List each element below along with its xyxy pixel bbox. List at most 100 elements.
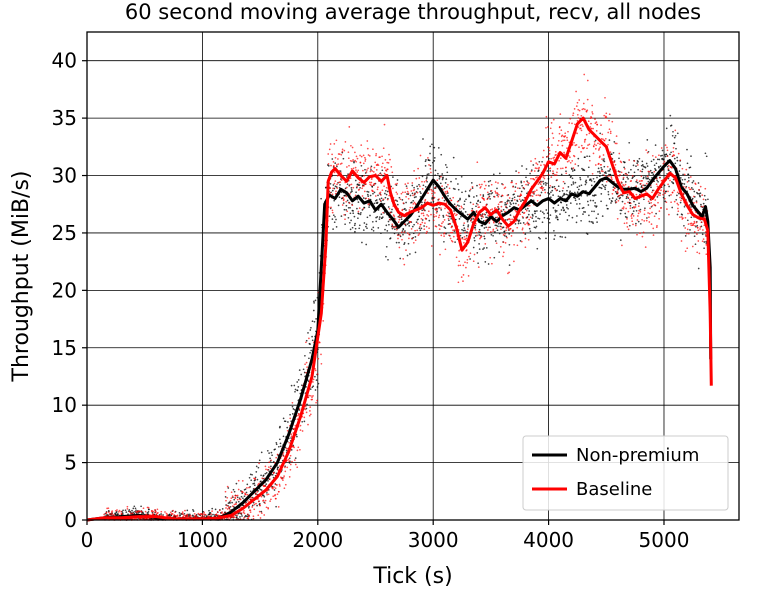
scatter-point xyxy=(594,202,597,204)
scatter-point xyxy=(351,160,353,163)
scatter-point xyxy=(361,187,363,190)
scatter-point xyxy=(494,240,497,242)
scatter-point xyxy=(492,234,494,237)
scatter-point xyxy=(251,473,253,476)
scatter-point xyxy=(637,215,639,217)
scatter-point xyxy=(438,228,441,230)
scatter-point xyxy=(471,185,474,188)
scatter-point xyxy=(624,181,627,183)
scatter-point xyxy=(691,197,694,200)
scatter-point xyxy=(413,223,415,226)
scatter-point xyxy=(467,275,470,277)
scatter-point xyxy=(525,217,528,219)
scatter-point xyxy=(561,236,563,238)
scatter-point xyxy=(438,224,440,226)
scatter-point xyxy=(329,187,331,190)
scatter-point xyxy=(504,242,507,244)
scatter-point xyxy=(442,216,445,218)
scatter-point xyxy=(563,209,565,211)
scatter-point xyxy=(422,184,425,187)
scatter-point xyxy=(231,501,233,504)
scatter-point xyxy=(372,171,375,173)
scatter-point xyxy=(372,226,375,229)
scatter-point xyxy=(485,203,488,206)
scatter-point xyxy=(240,495,243,498)
scatter-point xyxy=(555,174,558,176)
scatter-point xyxy=(272,460,275,463)
scatter-point xyxy=(412,199,415,202)
scatter-point xyxy=(511,180,513,182)
scatter-point xyxy=(308,357,310,360)
scatter-point xyxy=(356,157,359,160)
scatter-point xyxy=(474,224,477,227)
scatter-point xyxy=(281,477,283,480)
scatter-point xyxy=(553,238,556,240)
scatter-point xyxy=(585,181,588,184)
scatter-point xyxy=(655,212,657,215)
scatter-point xyxy=(558,126,561,128)
scatter-point xyxy=(147,511,150,513)
scatter-point xyxy=(401,199,404,201)
scatter-point xyxy=(404,224,407,227)
scatter-point xyxy=(258,462,260,465)
scatter-point xyxy=(645,176,647,178)
scatter-point xyxy=(358,207,361,209)
scatter-point xyxy=(409,253,411,255)
scatter-point xyxy=(409,194,412,197)
scatter-point xyxy=(682,173,684,176)
scatter-point xyxy=(609,132,612,135)
scatter-point xyxy=(590,117,593,119)
scatter-point xyxy=(551,189,554,192)
grid-lines xyxy=(86,32,739,521)
scatter-point xyxy=(620,209,623,212)
scatter-point xyxy=(424,165,427,167)
scatter-point xyxy=(563,139,566,142)
scatter-point xyxy=(569,190,571,193)
scatter-point xyxy=(369,170,372,173)
scatter-point xyxy=(512,202,515,205)
scatter-point xyxy=(314,299,317,302)
scatter-point xyxy=(576,113,579,116)
scatter-point xyxy=(536,210,538,212)
scatter-point xyxy=(478,228,481,231)
scatter-point xyxy=(623,185,625,187)
scatter-point xyxy=(671,181,673,183)
scatter-point xyxy=(350,167,353,170)
scatter-point xyxy=(128,510,131,513)
scatter-point xyxy=(667,164,670,167)
scatter-point xyxy=(377,174,380,176)
scatter-point xyxy=(561,144,564,147)
scatter-point xyxy=(421,201,423,204)
y-tick-label: 15 xyxy=(52,336,77,360)
scatter-point xyxy=(676,159,679,162)
scatter-point xyxy=(371,170,374,172)
scatter-point xyxy=(342,196,344,199)
scatter-point xyxy=(294,457,297,459)
scatter-point xyxy=(453,212,456,215)
scatter-point xyxy=(506,200,509,203)
scatter-point xyxy=(275,505,277,508)
scatter-point xyxy=(282,455,285,457)
scatter-point xyxy=(604,188,607,191)
scatter-point xyxy=(320,353,322,356)
scatter-point xyxy=(660,207,663,209)
scatter-point xyxy=(381,155,383,158)
scatter-point xyxy=(431,190,434,192)
scatter-point xyxy=(381,169,384,172)
scatter-point xyxy=(687,173,690,176)
scatter-point xyxy=(344,218,346,221)
y-axis-label: Throughput (MiB/s) xyxy=(9,170,34,382)
scatter-point xyxy=(565,170,567,173)
scatter-point xyxy=(610,177,613,179)
scatter-point xyxy=(543,212,545,215)
scatter-point xyxy=(583,141,586,143)
scatter-point xyxy=(656,158,659,161)
scatter-point xyxy=(635,180,638,183)
scatter-point xyxy=(114,509,117,512)
scatter-point xyxy=(248,476,251,479)
scatter-point xyxy=(250,496,253,499)
scatter-point xyxy=(348,164,350,167)
scatter-point xyxy=(487,196,490,199)
scatter-point xyxy=(419,191,421,193)
scatter-point xyxy=(509,218,511,221)
